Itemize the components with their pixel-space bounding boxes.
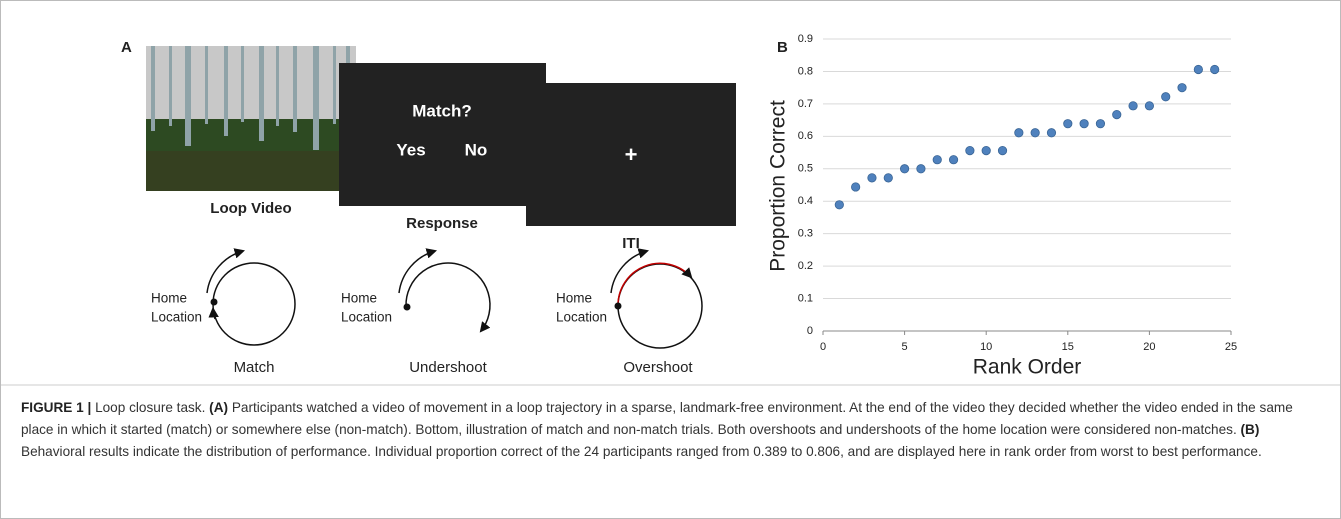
point [982, 146, 990, 154]
home-label: Location [341, 310, 392, 325]
home-label: Location [151, 310, 202, 325]
point [998, 146, 1006, 154]
caption-a-label: (A) [209, 400, 228, 415]
point [1080, 119, 1088, 127]
y-tick-label: 0 [807, 325, 813, 337]
home-label: Location [556, 310, 607, 325]
home-label: Home [341, 291, 377, 306]
point [1210, 65, 1218, 73]
home-dot [615, 303, 622, 310]
point [1064, 119, 1072, 127]
home-label: Home [151, 291, 187, 306]
home-dot [211, 299, 218, 306]
caption: FIGURE 1 | Loop closure task. (A) Partic… [21, 397, 1321, 463]
x-tick-label: 5 [902, 341, 908, 353]
y-tick-label: 0.2 [798, 260, 813, 272]
no-option: No [465, 140, 488, 159]
diagram-overshoot [611, 251, 702, 348]
response-screen [339, 63, 546, 206]
yes-option: Yes [396, 140, 425, 159]
y-tick-label: 0.6 [798, 130, 813, 142]
point [1129, 102, 1137, 110]
screen-title: ITI [622, 235, 640, 252]
diagram-label: Overshoot [623, 359, 693, 376]
point [1145, 102, 1153, 110]
point [917, 165, 925, 173]
x-axis-title: Rank Order [973, 356, 1082, 379]
figure-panels: A Loop Video Match? Yes No Response + IT… [1, 1, 1340, 386]
diagram-label: Match [234, 359, 275, 376]
screen-title: Response [406, 215, 478, 232]
x-tick-label: 25 [1225, 341, 1237, 353]
fixation: + [625, 142, 638, 167]
home-label: Home [556, 291, 592, 306]
caption-text: Behavioral results indicate the distribu… [21, 444, 1262, 459]
caption-b-label: (B) [1241, 422, 1260, 437]
point [884, 174, 892, 182]
x-tick-label: 10 [980, 341, 992, 353]
point [1047, 129, 1055, 137]
point [1096, 119, 1104, 127]
x-tick-label: 0 [820, 341, 826, 353]
screen-title: Loop Video [210, 200, 291, 217]
y-axis-title: Proportion Correct [767, 100, 790, 272]
y-tick-label: 0.7 [798, 98, 813, 110]
panel-label: A [121, 39, 132, 56]
point [1178, 83, 1186, 91]
diagram-undershoot [399, 251, 490, 331]
diagram-labels: Home Location Match Home Location Undershoot H… [151, 291, 693, 376]
y-tick-label: 0.9 [798, 33, 813, 45]
home-dot [404, 304, 411, 311]
point [868, 174, 876, 182]
y-tick-label: 0.4 [798, 195, 813, 207]
diagram-match [207, 251, 295, 345]
point [900, 165, 908, 173]
prompt: Match? [412, 101, 472, 120]
scatter-chart: 0 0.1 0.2 0.3 0.4 0.5 0.6 0.7 0.8 0.9 0 5 10 15 20 25 [798, 33, 1237, 353]
caption-title: Loop closure task. [95, 400, 205, 415]
video-frame [146, 46, 356, 191]
point [966, 146, 974, 154]
y-tick-label: 0.5 [798, 163, 813, 175]
x-tick-label: 20 [1143, 341, 1155, 353]
point [1015, 129, 1023, 137]
point [851, 183, 859, 191]
y-tick-label: 0.3 [798, 228, 813, 240]
point [949, 155, 957, 163]
y-tick-label: 0.8 [798, 65, 813, 77]
point [1162, 93, 1170, 101]
point [1031, 129, 1039, 137]
point [1113, 110, 1121, 118]
point [1194, 65, 1202, 73]
figure: A Loop Video Match? Yes No Response + IT… [0, 0, 1341, 519]
point [835, 201, 843, 209]
x-tick-label: 15 [1062, 341, 1074, 353]
panel-label: B [777, 39, 788, 56]
point [933, 155, 941, 163]
diagram-label: Undershoot [409, 359, 487, 376]
caption-label: FIGURE 1 | [21, 400, 91, 415]
y-tick-label: 0.1 [798, 292, 813, 304]
